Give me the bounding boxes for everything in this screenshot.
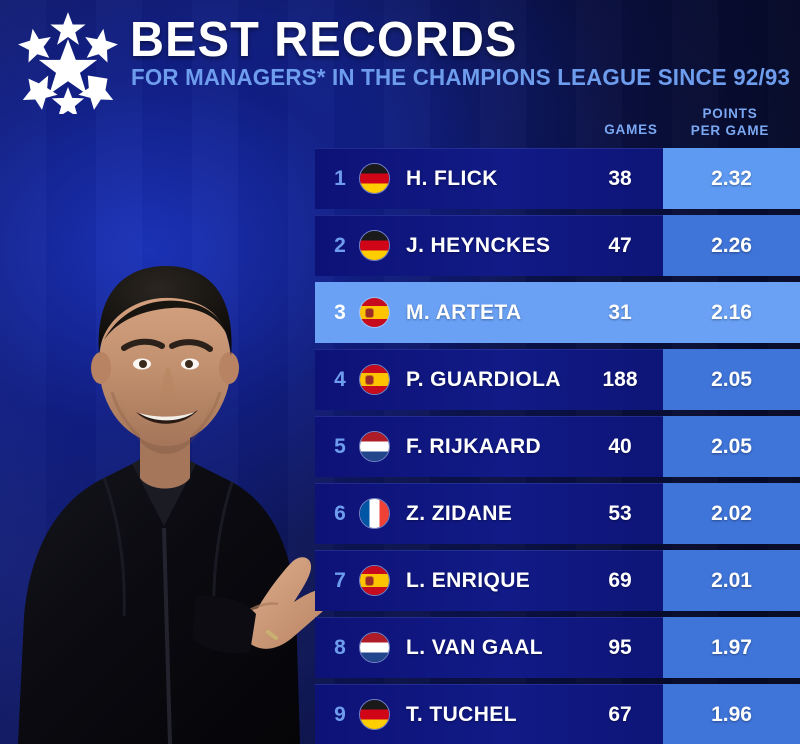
games-value: 40 xyxy=(608,434,632,458)
row-ppg-background xyxy=(663,550,800,611)
games-value: 188 xyxy=(602,367,638,391)
table-row[interactable]: 5 F. RIJKAARD 40 2.05 xyxy=(315,416,800,477)
manager-name: L. ENRIQUE xyxy=(406,568,531,592)
row-ppg-background xyxy=(663,215,800,276)
flag-icon-nl xyxy=(359,632,390,663)
ppg-value: 1.96 xyxy=(711,702,752,726)
ppg-value: 2.05 xyxy=(711,434,752,458)
flag-icon-fr xyxy=(359,498,390,529)
rankings-table: 1 H. FLICK 38 2.32 2 J. HEYNCKES 47 2.26… xyxy=(315,148,800,744)
games-value: 47 xyxy=(608,233,632,257)
rank-number: 9 xyxy=(334,702,346,726)
games-value: 38 xyxy=(608,166,632,190)
flag-icon-nl xyxy=(359,431,390,462)
games-value: 53 xyxy=(608,501,632,525)
rank-number: 6 xyxy=(334,501,346,525)
ppg-value: 2.01 xyxy=(711,568,752,592)
manager-name: F. RIJKAARD xyxy=(406,434,542,458)
flag-icon-de xyxy=(359,163,390,194)
table-row[interactable]: 7 L. ENRIQUE 69 2.01 xyxy=(315,550,800,611)
manager-name: J. HEYNCKES xyxy=(406,233,551,257)
rank-number: 2 xyxy=(334,233,346,257)
table-row[interactable]: 4 P. GUARDIOLA 188 2.05 xyxy=(315,349,800,410)
rank-number: 3 xyxy=(334,300,346,324)
table-row[interactable]: 8 L. VAN GAAL 95 1.97 xyxy=(315,617,800,678)
rank-number: 5 xyxy=(334,434,346,458)
column-header-games: GAMES xyxy=(604,122,658,137)
row-ppg-background xyxy=(663,148,800,209)
manager-portrait-photo xyxy=(18,266,330,744)
manager-name: M. ARTETA xyxy=(406,300,522,324)
row-ppg-background xyxy=(663,282,800,343)
column-header-ppg-line2: PER GAME xyxy=(690,123,770,138)
manager-name: P. GUARDIOLA xyxy=(406,367,561,391)
games-value: 31 xyxy=(608,300,632,324)
rank-number: 1 xyxy=(334,166,346,190)
manager-name: H. FLICK xyxy=(406,166,498,190)
table-row-highlighted[interactable]: 3 M. ARTETA 31 2.16 xyxy=(315,282,800,343)
row-ppg-background xyxy=(663,617,800,678)
row-ppg-background xyxy=(663,483,800,544)
ppg-value: 2.05 xyxy=(711,367,752,391)
rank-number: 4 xyxy=(334,367,346,391)
table-row[interactable]: 9 T. TUCHEL 67 1.96 xyxy=(315,684,800,744)
ppg-value: 2.02 xyxy=(711,501,752,525)
ucl-starball-icon xyxy=(18,12,118,114)
flag-icon-de xyxy=(359,230,390,261)
manager-name: L. VAN GAAL xyxy=(406,635,544,659)
header: BEST RECORDS FOR MANAGERS* IN THE CHAMPI… xyxy=(0,0,800,114)
column-header-points-per-game: POINTS PER GAME xyxy=(672,105,788,139)
rank-number: 7 xyxy=(334,568,346,592)
manager-name: T. TUCHEL xyxy=(406,702,517,726)
row-ppg-background xyxy=(663,684,800,744)
table-row[interactable]: 6 Z. ZIDANE 53 2.02 xyxy=(315,483,800,544)
ppg-value: 2.16 xyxy=(711,300,752,324)
column-header-ppg-line1: POINTS xyxy=(702,106,758,121)
flag-icon-es xyxy=(359,297,390,328)
page-title: BEST RECORDS xyxy=(130,13,518,67)
page-subtitle: FOR MANAGERS* IN THE CHAMPIONS LEAGUE SI… xyxy=(131,64,791,90)
ppg-value: 2.26 xyxy=(711,233,752,257)
row-ppg-background xyxy=(663,349,800,410)
flag-icon-de xyxy=(359,699,390,730)
rank-number: 8 xyxy=(334,635,346,659)
flag-icon-es xyxy=(359,364,390,395)
games-value: 67 xyxy=(608,702,632,726)
table-row[interactable]: 2 J. HEYNCKES 47 2.26 xyxy=(315,215,800,276)
games-value: 69 xyxy=(608,568,632,592)
games-value: 95 xyxy=(608,635,632,659)
flag-icon-es xyxy=(359,565,390,596)
manager-name: Z. ZIDANE xyxy=(406,501,513,525)
ppg-value: 2.32 xyxy=(711,166,752,190)
table-row[interactable]: 1 H. FLICK 38 2.32 xyxy=(315,148,800,209)
ppg-value: 1.97 xyxy=(711,635,752,659)
row-ppg-background xyxy=(663,416,800,477)
